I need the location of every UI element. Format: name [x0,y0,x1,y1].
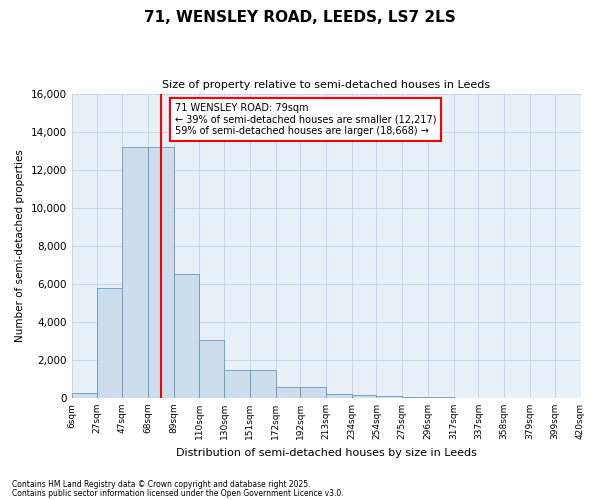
Bar [199,340,224,398]
Y-axis label: Number of semi-detached properties: Number of semi-detached properties [15,150,25,342]
Bar [173,274,199,398]
Text: 71 WENSLEY ROAD: 79sqm
← 39% of semi-detached houses are smaller (12,217)
59% of: 71 WENSLEY ROAD: 79sqm ← 39% of semi-det… [175,103,436,136]
Bar [428,397,454,398]
Bar [326,394,352,398]
Bar [97,288,122,398]
Bar [376,396,402,398]
Bar [275,386,300,398]
Bar [402,397,428,398]
Text: 71, WENSLEY ROAD, LEEDS, LS7 2LS: 71, WENSLEY ROAD, LEEDS, LS7 2LS [144,10,456,25]
Bar [224,370,250,398]
Bar [148,147,173,398]
Title: Size of property relative to semi-detached houses in Leeds: Size of property relative to semi-detach… [162,80,490,90]
Bar [122,147,148,398]
X-axis label: Distribution of semi-detached houses by size in Leeds: Distribution of semi-detached houses by … [176,448,476,458]
Bar [300,386,326,398]
Bar [352,394,376,398]
Bar [250,370,275,398]
Text: Contains HM Land Registry data © Crown copyright and database right 2025.: Contains HM Land Registry data © Crown c… [12,480,311,489]
Text: Contains public sector information licensed under the Open Government Licence v3: Contains public sector information licen… [12,488,344,498]
Bar [71,393,97,398]
